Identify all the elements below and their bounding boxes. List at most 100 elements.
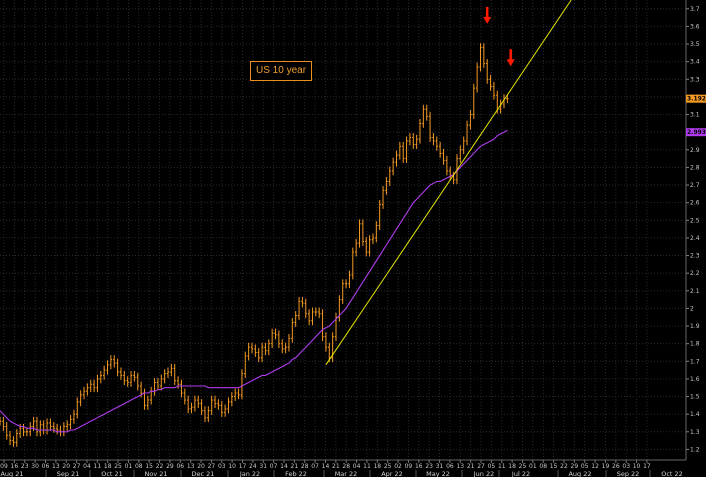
y-tick-label: 2.1 bbox=[690, 288, 700, 295]
x-tick-label: 25 bbox=[114, 463, 122, 470]
y-tick-label: 2.2 bbox=[690, 270, 700, 277]
y-tick-label: 2.9 bbox=[690, 147, 700, 154]
y-tick-label: 1.8 bbox=[690, 341, 700, 348]
x-tick-label: 06 bbox=[176, 463, 184, 470]
x-tick-label: 19 bbox=[602, 463, 610, 470]
x-month-label: Jul 22 bbox=[511, 470, 530, 477]
x-month-label: Sep 21 bbox=[57, 470, 80, 477]
x-tick-label: 27 bbox=[208, 463, 216, 470]
y-tick-label: 1.3 bbox=[690, 429, 700, 436]
x-tick-label: 14 bbox=[280, 463, 288, 470]
y-tick-label: 3.7 bbox=[690, 6, 700, 13]
last-value-label: 3.1923 bbox=[687, 96, 706, 103]
x-tick-label: 21 bbox=[332, 463, 340, 470]
x-tick-label: 01 bbox=[529, 463, 537, 470]
x-tick-label: 08 bbox=[135, 463, 143, 470]
x-tick-label: 25 bbox=[384, 463, 392, 470]
x-tick-label: 03 bbox=[218, 463, 226, 470]
y-tick-label: 3.5 bbox=[690, 41, 700, 48]
y-tick-label: 1.6 bbox=[690, 376, 700, 383]
y-tick-label: 3.6 bbox=[690, 23, 700, 30]
x-month-label: Dec 21 bbox=[192, 470, 215, 477]
x-month-label: Nov 21 bbox=[144, 470, 167, 477]
x-tick-label: 13 bbox=[187, 463, 195, 470]
moving-average-line bbox=[0, 129, 508, 433]
x-tick-label: 13 bbox=[52, 463, 60, 470]
x-tick-label: 21 bbox=[467, 463, 475, 470]
x-month-label: May 22 bbox=[426, 470, 450, 477]
y-tick-label: 3.4 bbox=[690, 59, 700, 66]
arrow-head bbox=[483, 16, 492, 24]
x-tick-label: 27 bbox=[73, 463, 81, 470]
last-value-flag bbox=[686, 94, 706, 103]
x-month-label: Jan 22 bbox=[239, 470, 260, 477]
x-tick-label: 05 bbox=[488, 463, 496, 470]
y-tick-label: 2.3 bbox=[690, 253, 700, 260]
x-tick-label: 20 bbox=[62, 463, 70, 470]
x-tick-label: 04 bbox=[353, 463, 361, 470]
x-tick-label: 31 bbox=[259, 463, 267, 470]
x-tick-label: 13 bbox=[456, 463, 464, 470]
x-tick-label: 10 bbox=[228, 463, 236, 470]
x-month-label: Oct 22 bbox=[661, 470, 683, 477]
x-tick-label: 12 bbox=[591, 463, 599, 470]
x-tick-label: 05 bbox=[581, 463, 589, 470]
x-tick-label: 15 bbox=[145, 463, 153, 470]
y-tick-label: 3.3 bbox=[690, 76, 700, 83]
x-month-label: Jun 22 bbox=[473, 470, 495, 477]
x-tick-label: 31 bbox=[436, 463, 444, 470]
arrow-head bbox=[506, 59, 515, 67]
x-tick-label: 16 bbox=[415, 463, 423, 470]
x-month-label: Apr 22 bbox=[381, 470, 403, 477]
y-tick-label: 1.4 bbox=[690, 411, 700, 418]
last-value-flag bbox=[686, 128, 706, 137]
x-tick-label: 27 bbox=[477, 463, 485, 470]
y-tick-label: 1.9 bbox=[690, 323, 700, 330]
x-tick-label: 23 bbox=[21, 463, 29, 470]
x-tick-label: 16 bbox=[11, 463, 19, 470]
x-tick-label: 28 bbox=[342, 463, 350, 470]
y-tick-label: 2.6 bbox=[690, 200, 700, 207]
x-month-label: Aug 22 bbox=[568, 470, 591, 477]
y-tick-label: 1.7 bbox=[690, 358, 700, 365]
y-tick-label: 3.1 bbox=[690, 112, 700, 119]
x-tick-label: 17 bbox=[239, 463, 247, 470]
x-tick-label: 24 bbox=[249, 463, 257, 470]
x-month-label: Feb 22 bbox=[285, 470, 307, 477]
last-value-label: 2.9930 bbox=[687, 129, 706, 136]
x-tick-label: 10 bbox=[633, 463, 641, 470]
x-tick-label: 22 bbox=[560, 463, 568, 470]
x-tick-label: 04 bbox=[83, 463, 91, 470]
x-tick-label: 09 bbox=[405, 463, 413, 470]
x-tick-label: 07 bbox=[270, 463, 278, 470]
x-tick-label: 18 bbox=[373, 463, 381, 470]
x-tick-label: 17 bbox=[643, 463, 651, 470]
x-tick-label: 08 bbox=[539, 463, 547, 470]
x-tick-label: 01 bbox=[125, 463, 133, 470]
y-tick-label: 2.5 bbox=[690, 217, 700, 224]
x-tick-label: 29 bbox=[166, 463, 174, 470]
chart-title: US 10 year bbox=[250, 61, 313, 81]
trendline bbox=[325, 0, 572, 366]
x-tick-label: 28 bbox=[301, 463, 309, 470]
x-tick-label: 09 bbox=[0, 463, 8, 470]
x-tick-label: 11 bbox=[363, 463, 371, 470]
x-tick-label: 15 bbox=[550, 463, 558, 470]
x-tick-label: 29 bbox=[571, 463, 579, 470]
x-tick-label: 20 bbox=[197, 463, 205, 470]
x-tick-label: 22 bbox=[156, 463, 164, 470]
x-tick-label: 25 bbox=[519, 463, 527, 470]
x-tick-label: 21 bbox=[291, 463, 299, 470]
y-tick-label: 2.8 bbox=[690, 164, 700, 171]
y-tick-label: 2.4 bbox=[690, 235, 700, 242]
x-tick-label: 30 bbox=[31, 463, 39, 470]
x-month-label: Sep 22 bbox=[617, 470, 640, 477]
y-tick-label: 2 bbox=[690, 305, 694, 312]
x-tick-label: 11 bbox=[94, 463, 102, 470]
x-tick-label: 03 bbox=[622, 463, 630, 470]
x-month-label: Aug 21 bbox=[0, 470, 23, 477]
y-axis-panel bbox=[686, 0, 706, 477]
